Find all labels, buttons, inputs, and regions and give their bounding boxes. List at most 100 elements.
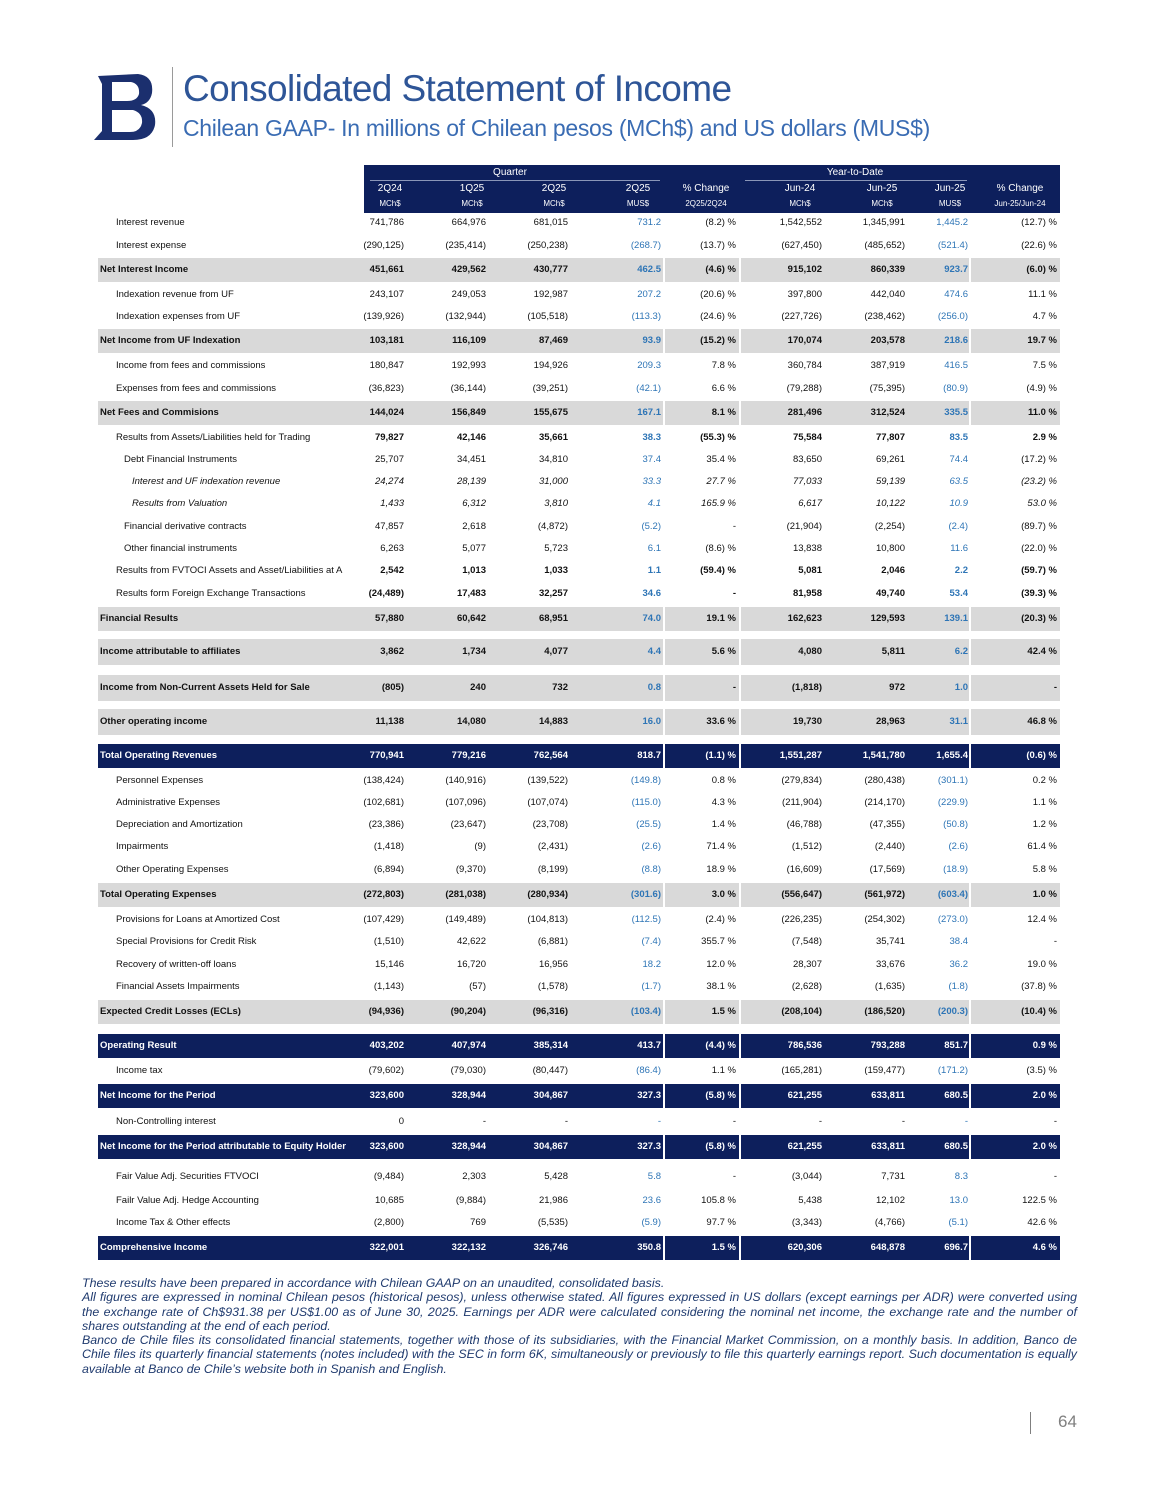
row-value: 16.0 xyxy=(642,716,662,727)
row-value: 770,941 xyxy=(369,750,404,761)
row-value: (18.9) xyxy=(943,864,968,875)
band-separator xyxy=(663,675,665,701)
row-value: 1.0 xyxy=(954,682,968,693)
column-header: 1Q25 xyxy=(459,183,485,194)
row-label: Net Income for the Period xyxy=(100,1090,216,1101)
row-label: Results from Valuation xyxy=(132,498,228,509)
row-label: Results from Assets/Liabilities held for… xyxy=(116,432,311,443)
row-value: 621,255 xyxy=(787,1141,822,1152)
row-value: (301.1) xyxy=(937,775,968,786)
row-value: (12.7) % xyxy=(1021,217,1057,228)
band-separator xyxy=(969,1135,971,1159)
row-value: 860,339 xyxy=(870,264,905,275)
row-value: 33.3 xyxy=(642,476,662,487)
row-value: 31,000 xyxy=(538,476,568,487)
row-value: (7.4) xyxy=(641,936,661,947)
band-separator xyxy=(663,607,665,631)
band-separator xyxy=(969,258,971,282)
row-value: 6.2 xyxy=(954,646,968,657)
row-label: Administrative Expenses xyxy=(116,797,221,808)
group-rule xyxy=(370,180,660,181)
row-value: 34.6 xyxy=(642,588,662,599)
row-value: 12,102 xyxy=(875,1195,905,1206)
row-value: 218.6 xyxy=(944,335,968,346)
row-label: Total Operating Expenses xyxy=(100,889,217,900)
row-value: 10.9 xyxy=(949,498,969,509)
row-value: 355.7 % xyxy=(701,936,736,947)
row-label: Expected Credit Losses (ECLs) xyxy=(100,1006,241,1017)
row-value: 93.9 xyxy=(642,335,662,346)
band-separator xyxy=(663,401,665,425)
row-value: 1.2 % xyxy=(1032,819,1057,830)
row-label: Income from fees and commissions xyxy=(116,360,266,371)
band-separator xyxy=(969,1034,971,1058)
row-value: - xyxy=(482,1116,486,1127)
row-value: (107,096) xyxy=(445,797,486,808)
group-rule xyxy=(745,180,967,181)
band-separator xyxy=(739,258,741,282)
row-value: 304,867 xyxy=(533,1090,568,1101)
row-value: 1,345,991 xyxy=(862,217,905,228)
row-value: (139,522) xyxy=(527,775,568,786)
row-value: 328,944 xyxy=(451,1090,486,1101)
row-value: (5.2) xyxy=(641,521,661,532)
row-value: 2.2 xyxy=(954,565,968,576)
total-row-band xyxy=(98,1135,1060,1159)
row-value: 68,951 xyxy=(538,613,568,624)
row-label: Special Provisions for Credit Risk xyxy=(116,936,257,947)
row-value: 327.3 xyxy=(637,1090,661,1101)
row-value: (17,569) xyxy=(869,864,905,875)
row-value: (15.2) % xyxy=(700,335,736,346)
row-value: (42.1) xyxy=(636,383,661,394)
row-value: (561,972) xyxy=(864,889,905,900)
row-value: (80,447) xyxy=(532,1065,568,1076)
row-value: (149.8) xyxy=(630,775,661,786)
row-value: - xyxy=(564,1116,568,1127)
column-unit: MCh$ xyxy=(789,199,811,208)
row-value: 633,811 xyxy=(871,1090,905,1101)
row-label: Provisions for Loans at Amortized Cost xyxy=(116,914,280,925)
row-value: 71.4 % xyxy=(706,841,736,852)
row-value: (21,904) xyxy=(786,521,822,532)
band-separator xyxy=(739,744,741,768)
row-value: (75,395) xyxy=(869,383,905,394)
row-value: 11,138 xyxy=(375,716,404,727)
row-value: (115.0) xyxy=(631,797,661,808)
row-value: (149,489) xyxy=(445,914,486,925)
row-value: (46,788) xyxy=(786,819,822,830)
column-unit: 2Q25/2Q24 xyxy=(685,199,727,208)
row-label: Other financial instruments xyxy=(124,543,237,554)
row-label: Other Operating Expenses xyxy=(116,864,229,875)
row-value: 11.0 % xyxy=(1027,407,1057,418)
row-value: (102,681) xyxy=(363,797,404,808)
row-value: 6.1 xyxy=(647,543,661,554)
band-separator xyxy=(739,1084,741,1108)
row-value: 387,919 xyxy=(870,360,905,371)
row-value: 1.5 % xyxy=(711,1242,736,1253)
row-value: - xyxy=(732,521,736,532)
row-value: (250,238) xyxy=(527,240,568,251)
row-value: (200.3) xyxy=(937,1006,968,1017)
band-separator xyxy=(969,709,971,735)
row-value: (59.4) % xyxy=(700,565,736,576)
row-value: (23,708) xyxy=(532,819,568,830)
row-value: 243,107 xyxy=(369,289,404,300)
row-value: 180,847 xyxy=(369,360,404,371)
row-label: Income tax xyxy=(116,1065,163,1076)
band-separator xyxy=(663,1084,665,1108)
row-value: (273.0) xyxy=(937,914,968,925)
row-value: (7,548) xyxy=(791,936,822,947)
row-value: 1.1 % xyxy=(1032,797,1057,808)
row-value: 240 xyxy=(470,682,486,693)
row-value: (5.1) xyxy=(948,1217,968,1228)
row-value: 326,746 xyxy=(533,1242,568,1253)
footnote: These results have been prepared in acco… xyxy=(82,1276,665,1290)
row-value: 762,564 xyxy=(533,750,568,761)
row-value: (211,904) xyxy=(782,797,822,808)
row-value: 28,139 xyxy=(456,476,486,487)
group-header: Quarter xyxy=(493,167,527,178)
row-value: 10,685 xyxy=(374,1195,404,1206)
row-value: 1.5 % xyxy=(711,1006,736,1017)
band-separator xyxy=(663,1034,665,1058)
row-value: 10,122 xyxy=(875,498,905,509)
